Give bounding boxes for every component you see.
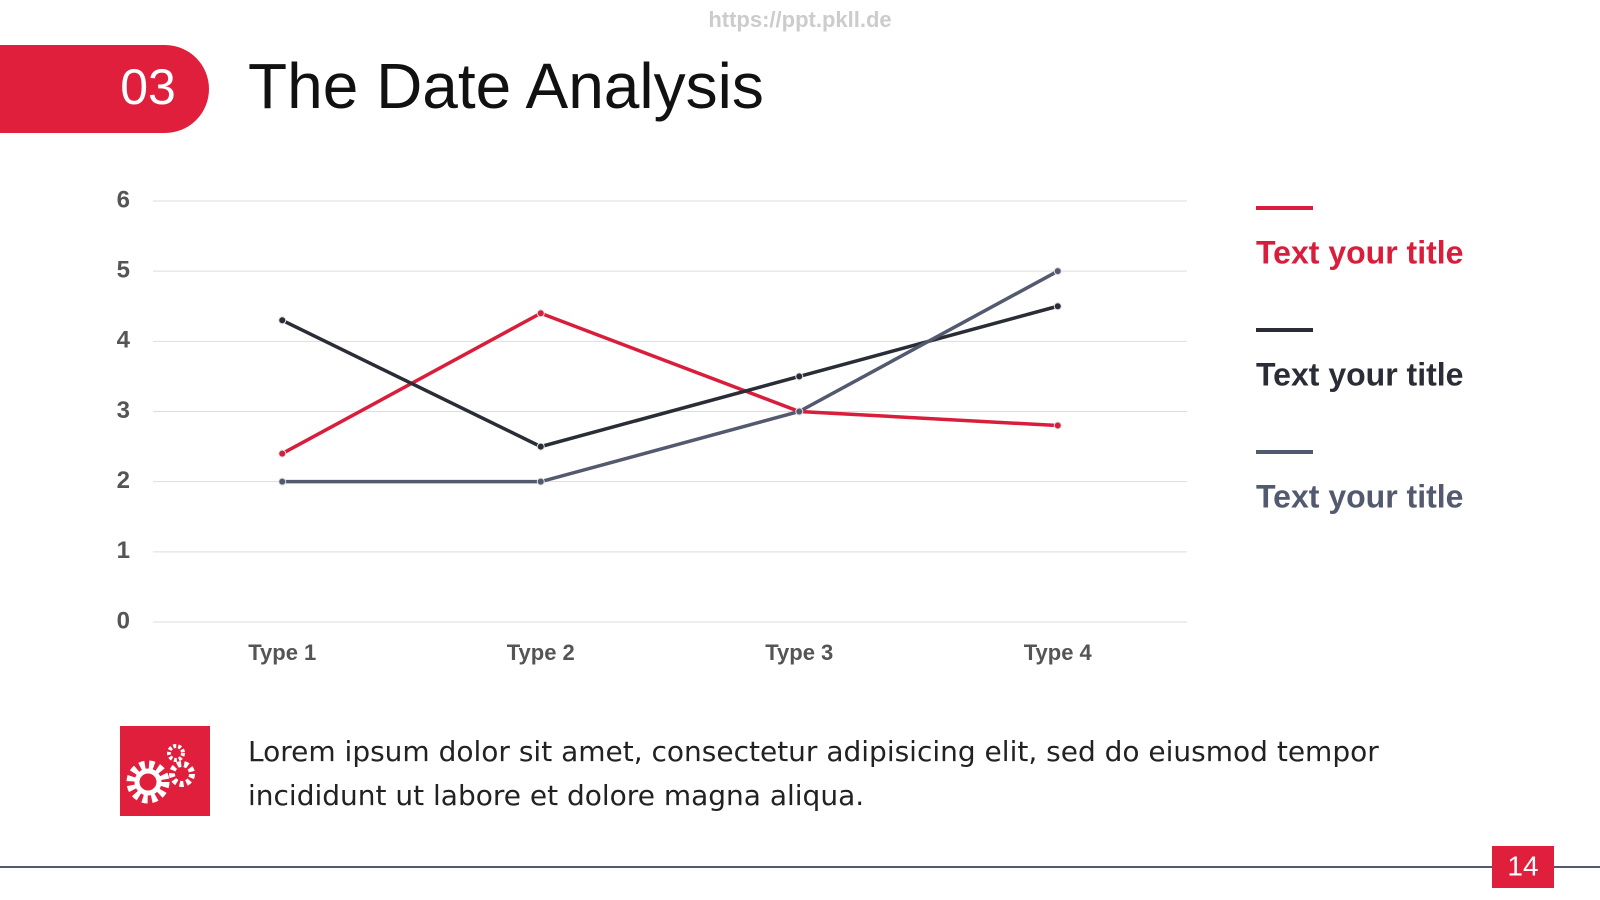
gear-icon [120,726,210,816]
x-tick-label: Type 4 [1024,640,1093,665]
page-number: 14 [1507,850,1538,881]
point [795,407,804,416]
point [278,449,287,458]
body-text: Lorem ipsum dolor sit amet, consectetur … [248,735,1379,812]
point [795,372,804,381]
section-badge [0,45,209,133]
y-tick-label: 4 [117,327,131,354]
point [278,477,287,486]
point [278,316,287,325]
y-tick-label: 1 [117,537,130,564]
point [1053,421,1062,430]
point [1053,267,1062,276]
y-tick-label: 3 [117,397,130,424]
y-tick-label: 5 [117,257,130,284]
watermark: https://ppt.pkll.de [708,7,891,32]
legend-label: Text your title [1256,478,1463,514]
series-line [282,269,1059,484]
legend-label: Text your title [1256,356,1463,392]
legend-label: Text your title [1256,234,1463,270]
slide-title: The Date Analysis [248,50,764,122]
series-line [281,304,1059,449]
y-tick-label: 0 [117,607,130,634]
point [536,442,545,451]
x-tick-label: Type 1 [248,640,316,665]
point [536,309,545,318]
x-tick-label: Type 3 [765,640,833,665]
section-number: 03 [120,59,176,115]
point [536,477,545,486]
point [1053,302,1062,311]
page-badge [1492,846,1554,888]
x-tick-label: Type 2 [507,640,575,665]
y-tick-label: 2 [117,467,130,494]
y-tick-label: 6 [117,186,130,213]
